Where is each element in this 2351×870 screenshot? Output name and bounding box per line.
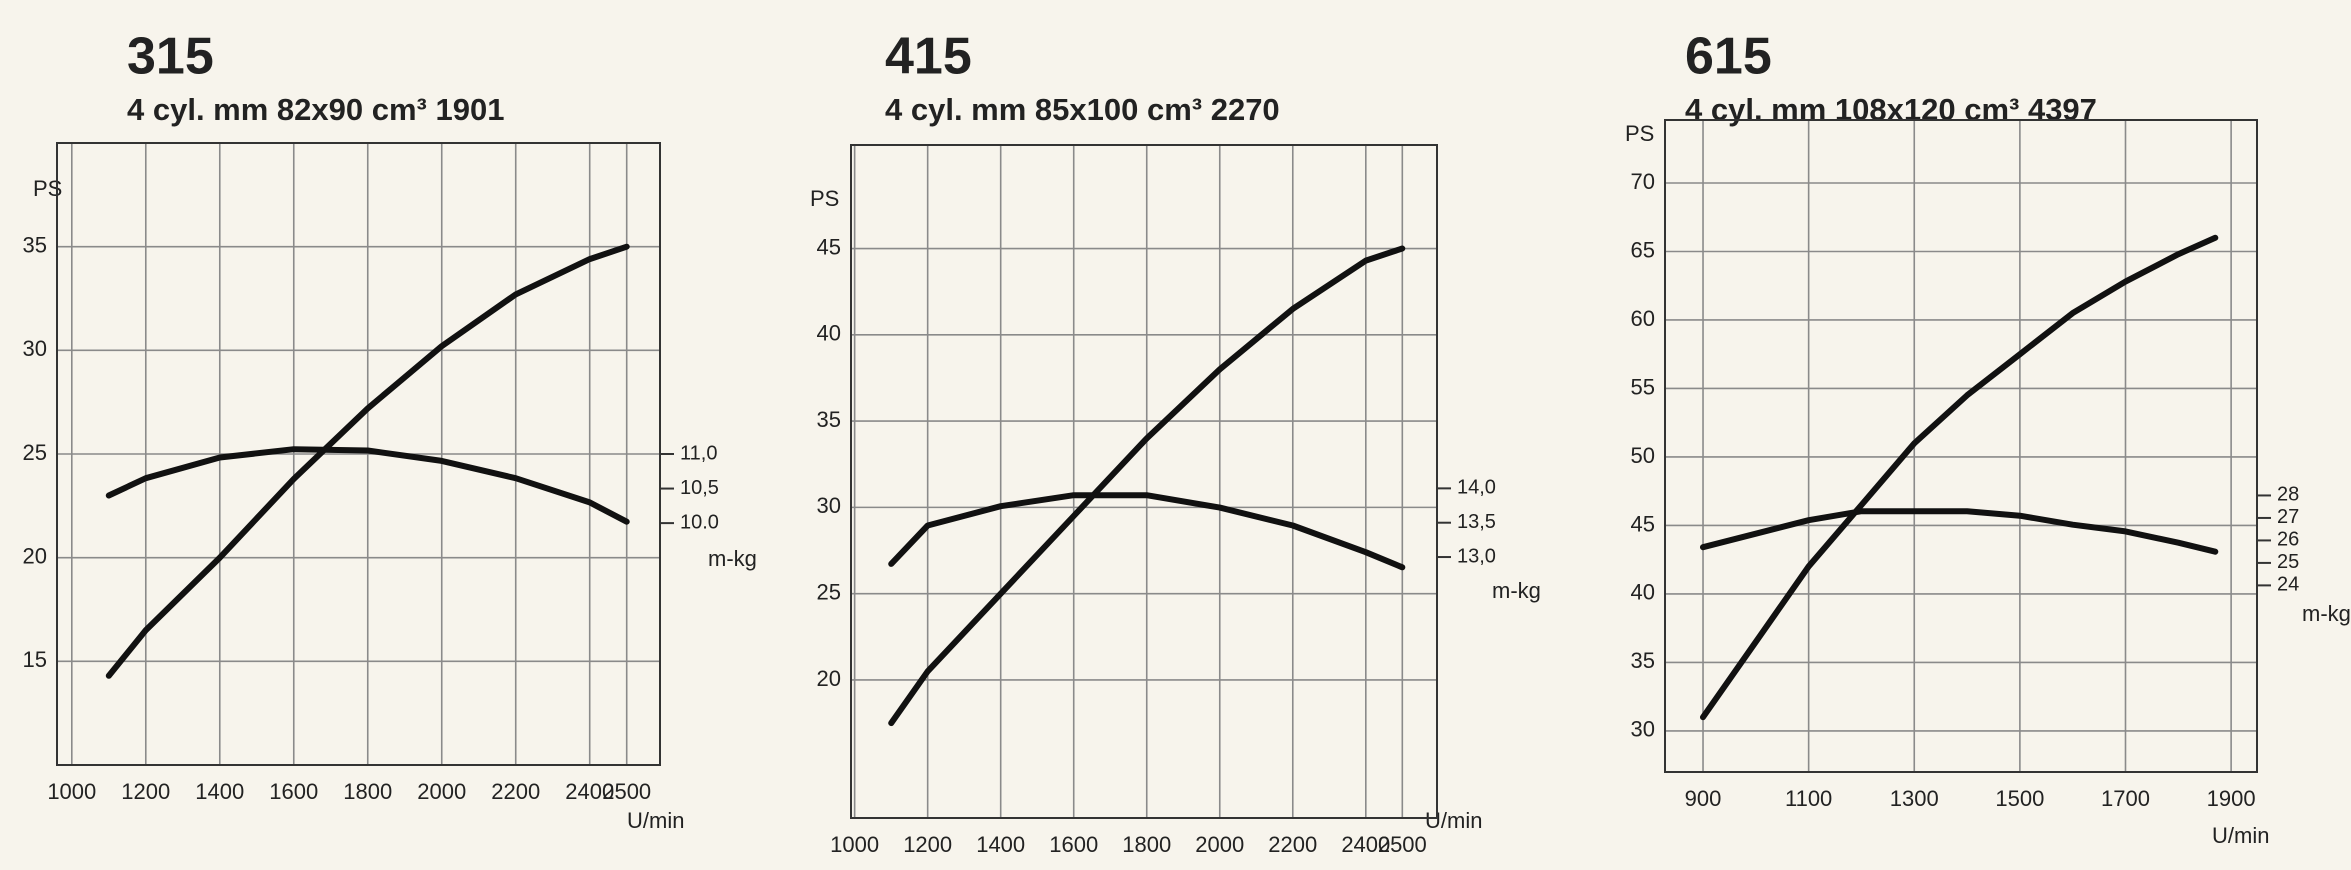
y-tick-label: 35 [23,232,47,257]
chart-title: 315 [127,28,214,86]
y2-tick-label: 26 [2277,529,2299,551]
y-tick-label: 30 [817,493,841,518]
y-tick-label: 45 [1631,511,1655,536]
x-tick-label: 1400 [976,832,1025,857]
x-tick-label: 900 [1685,786,1722,811]
x-tick-label: 1800 [343,779,392,804]
x-tick-label: 2500 [1378,832,1427,857]
x-tick-label: 1200 [121,779,170,804]
y-tick-label: 50 [1631,443,1655,468]
y-tick-label: 25 [23,440,47,465]
y2-tick-label: 10.0 [680,511,719,533]
x-tick-label: 1900 [2207,786,2256,811]
plot-frame [1664,119,2258,773]
chart-subtitle: 4 cyl. mm 82x90 cm³ 1901 [127,92,504,127]
y-axis-label: PS [810,186,839,211]
y2-tick-label: 10,5 [680,477,719,499]
x-axis-label: U/min [1425,808,1482,833]
plot-frame [850,144,1438,819]
x-tick-label: 1500 [1995,786,2044,811]
y2-tick-label: 27 [2277,506,2299,528]
curve [1700,234,2219,721]
curve [888,492,1406,571]
y-tick-label: 35 [817,407,841,432]
x-tick-label: 2400 [1341,832,1390,857]
x-tick-label: 1700 [2101,786,2150,811]
chart-title: 615 [1685,28,1772,86]
x-tick-label: 1600 [1049,832,1098,857]
chart-subtitle: 4 cyl. mm 85x100 cm³ 2270 [885,92,1280,127]
x-tick-label: 1000 [47,779,96,804]
x-tick-label: 2200 [491,779,540,804]
x-tick-label: 1400 [195,779,244,804]
x-axis-label: U/min [2212,823,2269,848]
x-tick-label: 1600 [269,779,318,804]
y-axis-label: PS [1625,121,1654,146]
curve [105,446,630,525]
y-tick-label: 25 [817,579,841,604]
y-tick-label: 20 [817,666,841,691]
x-tick-label: 2000 [1195,832,1244,857]
curve [105,243,630,679]
y2-tick-label: 24 [2277,574,2299,596]
x-tick-label: 2200 [1268,832,1317,857]
y2-tick-label: 25 [2277,551,2299,573]
chart-title: 415 [885,28,972,86]
y2-tick-label: 13,0 [1457,545,1496,567]
y2-axis-label: m-kg [708,546,757,571]
y-tick-label: 65 [1631,237,1655,262]
x-tick-label: 1300 [1890,786,1939,811]
plot-frame [56,142,661,766]
x-tick-label: 2500 [602,779,651,804]
y2-tick-label: 14,0 [1457,477,1496,499]
y-tick-label: 30 [1631,717,1655,742]
y-tick-label: 45 [817,234,841,259]
y-tick-label: 15 [23,647,47,672]
x-tick-label: 1200 [903,832,952,857]
y-tick-label: 60 [1631,306,1655,331]
x-tick-label: 1100 [1785,786,1832,811]
y-tick-label: 55 [1631,374,1655,399]
x-tick-label: 2400 [565,779,614,804]
y2-tick-label: 28 [2277,484,2299,506]
x-tick-label: 1000 [830,832,879,857]
x-axis-label: U/min [627,808,684,833]
curve [1700,508,2219,555]
y-tick-label: 40 [1631,580,1655,605]
y2-tick-label: 13,5 [1457,511,1496,533]
y2-tick-label: 11,0 [680,442,717,464]
y-tick-label: 70 [1631,169,1655,194]
y2-axis-label: m-kg [1492,578,1541,603]
x-tick-label: 2000 [417,779,466,804]
y2-axis-label: m-kg [2302,601,2351,626]
y-tick-label: 40 [817,321,841,346]
y-tick-label: 35 [1631,648,1655,673]
chart-subtitle: 4 cyl. mm 108x120 cm³ 4397 [1685,92,2097,127]
curve [888,245,1406,727]
y-tick-label: 30 [23,336,47,361]
y-tick-label: 20 [23,543,47,568]
x-tick-label: 1800 [1122,832,1171,857]
